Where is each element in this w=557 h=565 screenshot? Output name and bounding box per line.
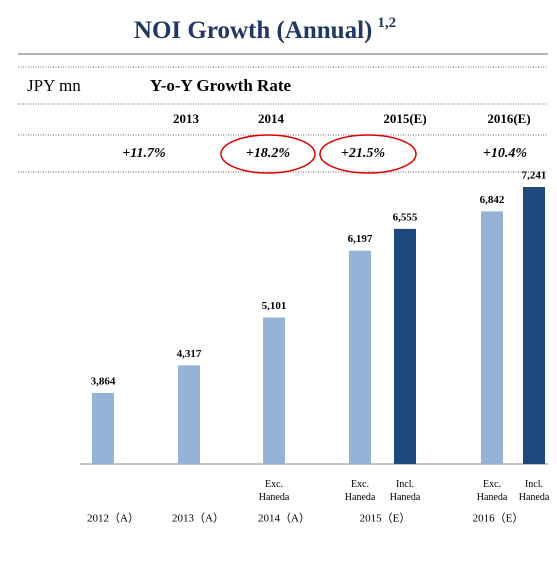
highlight-circle [319, 134, 417, 174]
value-label: 3,864 [91, 376, 116, 388]
x-tick-label: 2013（A） [172, 512, 224, 525]
value-label: 4,317 [177, 348, 202, 360]
x-tick-label: 2015（E） [360, 512, 411, 525]
x-tick-label: 2014（A） [258, 512, 310, 525]
value-label: 6,555 [393, 211, 418, 223]
title: NOI Growth (Annual) 1,2 [134, 15, 396, 43]
title-text: NOI Growth (Annual) [134, 17, 372, 44]
value-label: 5,101 [262, 300, 287, 312]
superscript: 1,2 [377, 15, 396, 31]
bar-sublabel: Incl. Haneda [390, 479, 421, 503]
x-tick-label: 2016（E） [473, 512, 524, 525]
bar [178, 365, 200, 464]
bar [92, 392, 114, 464]
year: 2013 [173, 111, 200, 126]
bar [263, 317, 285, 464]
bar-sublabel: Exc. Haneda [345, 479, 376, 503]
rate: +21.5% [341, 146, 385, 161]
value-label: 7,241 [522, 170, 547, 182]
x-tick-label: 2012（A） [87, 512, 139, 525]
year: 2015(E) [383, 111, 426, 126]
year: 2016(E) [487, 111, 530, 126]
value-label: 6,842 [480, 194, 505, 206]
bar [481, 211, 503, 464]
value-label: 6,197 [348, 233, 373, 245]
rate: +18.2% [246, 146, 290, 161]
table-heading: Y-o-Y Growth Rate [150, 76, 291, 95]
year: 2014 [258, 111, 285, 126]
bar-sublabel: Incl. Haneda [519, 479, 550, 503]
bar-sublabel: Exc. Haneda [477, 479, 508, 503]
unit: JPY mn [27, 76, 81, 95]
bar [349, 250, 371, 464]
bar-sublabel: Exc. Haneda [259, 479, 290, 503]
highlight-circle [220, 134, 316, 174]
bar [394, 228, 416, 464]
rate: +10.4% [483, 146, 527, 161]
bar [523, 186, 545, 464]
rate: +11.7% [122, 146, 165, 161]
